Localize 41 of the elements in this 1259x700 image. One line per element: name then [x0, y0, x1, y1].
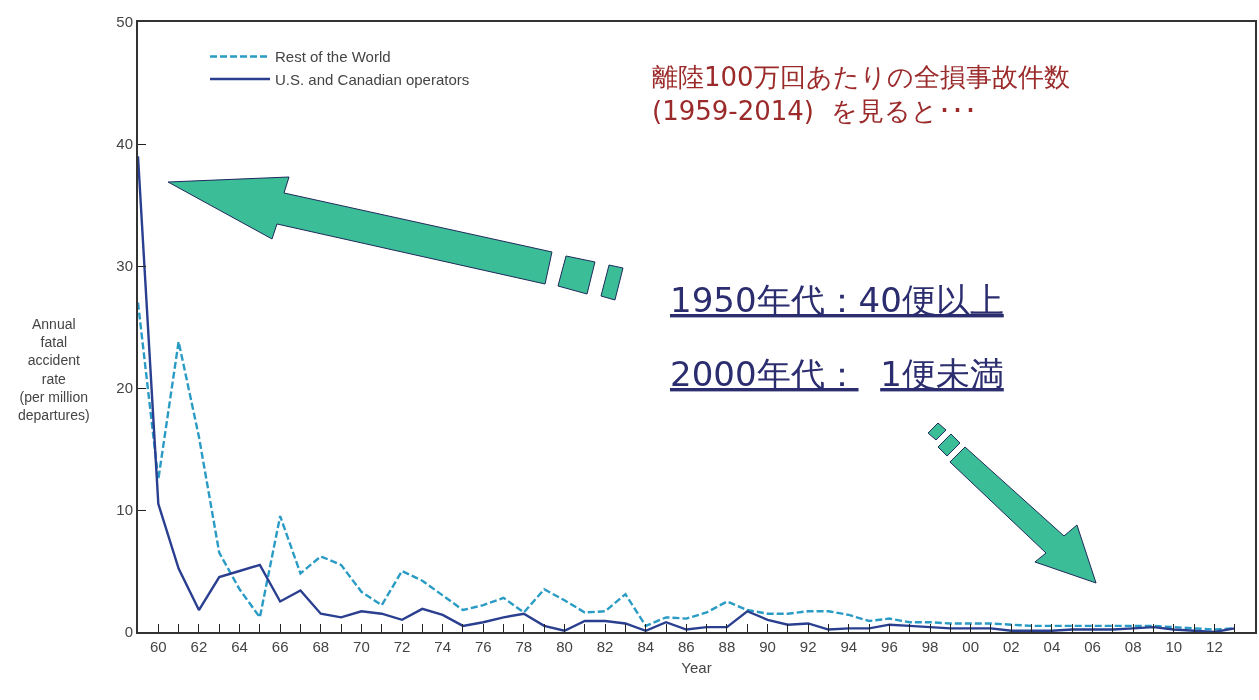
x-tick-label: 62	[190, 638, 208, 655]
y-axis-title: Annual fatal accident rate (per million departures)	[18, 316, 90, 423]
y-tick-label: 40	[116, 135, 133, 153]
x-tick-label: 92	[799, 638, 817, 655]
x-tick-label: 74	[434, 638, 451, 655]
x-tick-label: 10	[1165, 638, 1183, 655]
x-tick-label: 82	[596, 638, 614, 655]
annotation: 離陸100万回あたりの全損事故件数 (1959-2014) を見ると･･･	[652, 62, 1070, 126]
x-tick-label: 80	[556, 638, 573, 655]
x-tick-label: 00	[962, 638, 980, 655]
x-tick-label: 66	[271, 638, 289, 655]
x-tick-label: 08	[1124, 638, 1142, 655]
y-tick-label: 10	[116, 501, 133, 519]
x-axis-title: Year	[681, 658, 712, 676]
annotation: 2000年代： 1便未満	[670, 354, 1004, 394]
x-tick-label: 68	[312, 638, 330, 655]
legend-label: Rest of the World	[275, 48, 391, 66]
x-tick-label: 70	[353, 638, 370, 655]
y-tick-label: 0	[124, 623, 133, 641]
x-tick-label: 94	[840, 638, 858, 655]
x-tick-label: 02	[1002, 638, 1020, 655]
x-tick-label: 86	[678, 638, 695, 655]
x-tick-label: 60	[149, 638, 167, 655]
x-tick-label: 06	[1084, 638, 1101, 655]
x-tick-label: 90	[759, 638, 776, 655]
x-tick-label: 72	[393, 638, 411, 655]
y-tick-label: 20	[116, 379, 133, 397]
x-tick-label: 12	[1206, 638, 1223, 655]
x-tick-label: 76	[474, 638, 492, 655]
y-tick-label: 50	[116, 13, 133, 31]
line-series	[138, 155, 1236, 632]
x-tick-label: 04	[1043, 638, 1061, 655]
x-tick-label: 96	[881, 638, 898, 655]
y-tick-label: 30	[116, 257, 133, 275]
x-tick-label: 84	[637, 638, 655, 655]
x-tick-label: 64	[231, 638, 248, 655]
x-tick-label: 98	[921, 638, 939, 655]
legend-label: U.S. and Canadian operators	[275, 70, 470, 88]
x-tick-label: 88	[718, 638, 736, 655]
annotation: 1950年代：40便以上	[670, 280, 1004, 320]
x-tick-label: 78	[515, 638, 533, 655]
